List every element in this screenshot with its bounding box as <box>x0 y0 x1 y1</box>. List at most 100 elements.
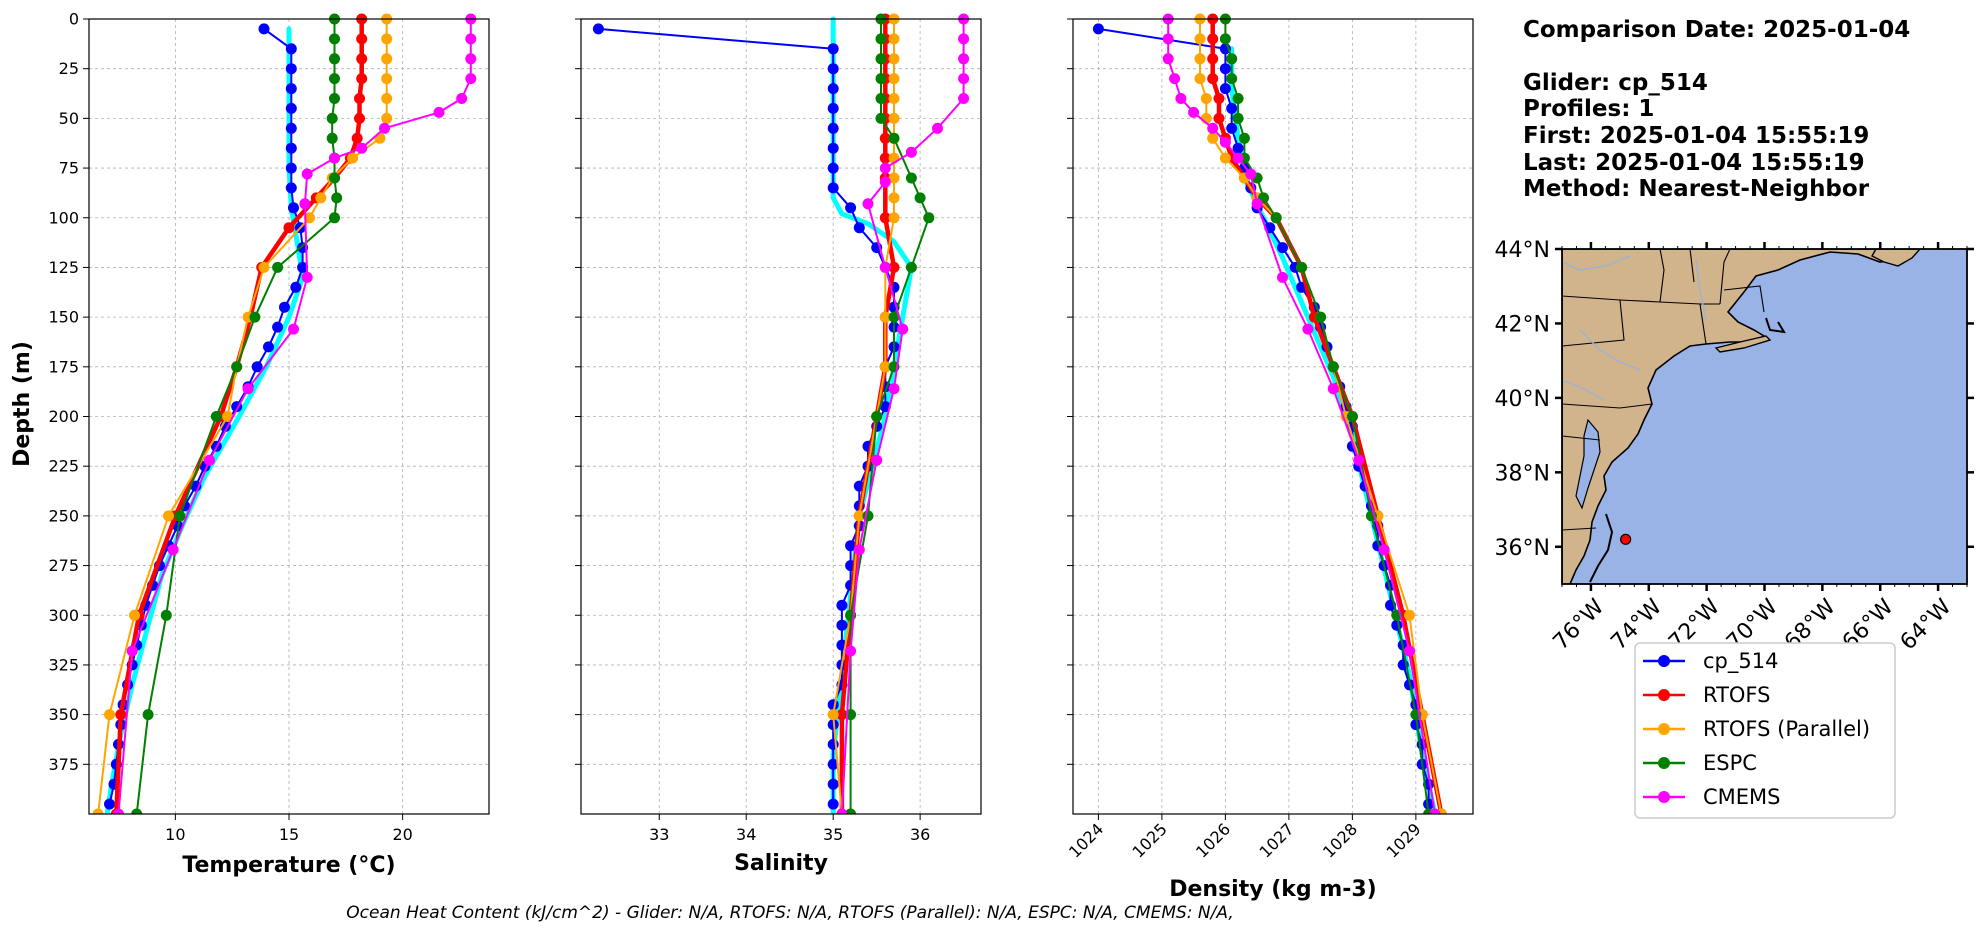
x-tick-label: 1026 <box>1192 819 1234 861</box>
data-point <box>1404 609 1415 621</box>
data-point <box>888 93 900 104</box>
data-point <box>879 361 891 373</box>
data-point <box>288 323 299 335</box>
data-point <box>827 758 839 770</box>
data-point <box>356 53 368 65</box>
data-point <box>875 93 887 104</box>
data-point <box>827 43 839 55</box>
data-point <box>1162 33 1174 45</box>
data-point <box>285 162 297 174</box>
data-point <box>290 281 302 293</box>
profile-count: Profiles: 1 <box>1523 96 1654 122</box>
data-point <box>827 709 839 721</box>
x-tick-label: 1025 <box>1128 819 1170 861</box>
data-point <box>1213 93 1225 104</box>
data-point <box>329 53 340 65</box>
data-point <box>1207 73 1219 85</box>
salinity-panel: 33 34 35 36 Salinity <box>575 13 982 876</box>
legend-item: cp_514 <box>1643 649 1778 674</box>
data-point <box>104 798 115 810</box>
data-point <box>113 808 124 814</box>
y-tick-label: 100 <box>48 208 79 227</box>
data-point <box>329 93 340 104</box>
data-point <box>1226 122 1238 134</box>
x-tick-label: 33 <box>649 825 669 844</box>
data-point <box>888 73 900 85</box>
data-point <box>456 93 468 104</box>
data-point <box>204 454 215 466</box>
data-point <box>283 222 295 234</box>
data-point <box>222 411 234 422</box>
lat-tick-label: 44°N <box>1495 238 1550 263</box>
data-point <box>888 383 900 395</box>
data-point <box>888 172 900 184</box>
legend-item: RTOFS <box>1643 683 1770 707</box>
data-point <box>853 544 865 556</box>
data-point <box>249 311 261 323</box>
data-point <box>1207 122 1219 134</box>
data-point <box>1327 383 1339 395</box>
y-tick-label: 175 <box>48 357 79 376</box>
data-point <box>836 619 848 631</box>
data-point <box>1188 106 1200 118</box>
data-point <box>288 202 299 214</box>
info-block: Comparison Date: 2025-01-04 Glider: cp_5… <box>1523 17 1910 202</box>
data-point <box>381 93 393 104</box>
data-point <box>315 192 327 204</box>
legend-item: CMEMS <box>1643 785 1781 809</box>
data-point <box>905 146 917 158</box>
data-point <box>356 142 368 154</box>
lat-tick-label: 38°N <box>1495 461 1550 486</box>
data-point <box>888 212 900 224</box>
data-point <box>827 102 839 114</box>
data-point <box>299 198 311 210</box>
data-point <box>845 645 857 657</box>
data-point <box>1226 73 1238 85</box>
legend-swatch-marker <box>1658 791 1670 803</box>
y-tick-label: 325 <box>48 655 79 674</box>
data-point <box>827 699 839 711</box>
data-point <box>1391 619 1403 631</box>
data-point <box>879 311 891 323</box>
data-point <box>381 112 393 124</box>
legend-swatch-marker <box>1658 757 1670 769</box>
map-outer-banks <box>1589 513 1614 583</box>
y-tick-label: 275 <box>48 556 79 575</box>
data-point <box>329 73 340 85</box>
data-point <box>827 63 839 75</box>
data-point <box>879 176 891 188</box>
data-point <box>1219 136 1231 148</box>
last-time: Last: 2025-01-04 15:55:19 <box>1523 150 1865 176</box>
data-point <box>285 122 297 134</box>
data-point <box>875 53 887 65</box>
legend-label: ESPC <box>1703 751 1757 775</box>
data-point <box>1277 271 1288 283</box>
legend-label: RTOFS (Parallel) <box>1703 717 1870 741</box>
data-point <box>1175 93 1187 104</box>
data-point <box>827 83 839 95</box>
data-point <box>1226 53 1238 65</box>
data-point <box>285 43 297 55</box>
data-point <box>879 152 891 164</box>
data-point <box>845 202 857 214</box>
data-point <box>326 112 338 124</box>
data-point <box>231 361 243 373</box>
map-nova-scotia <box>1871 249 1921 267</box>
data-point <box>1232 112 1244 124</box>
data-point <box>875 33 887 45</box>
data-point <box>827 182 839 194</box>
legend-box <box>1634 642 1896 819</box>
data-point <box>115 709 127 721</box>
data-point <box>879 162 891 174</box>
legend-label: cp_514 <box>1703 649 1778 674</box>
data-point <box>258 23 270 35</box>
data-point <box>1277 242 1288 254</box>
data-point <box>905 261 917 273</box>
data-point <box>958 93 970 104</box>
data-point <box>888 192 900 204</box>
data-point <box>836 808 848 814</box>
data-point <box>1346 411 1358 422</box>
map-bay <box>1575 418 1601 510</box>
profile-panels: 0 25 50 75 100 125 150 175 200 225 250 275 300 325 350… <box>48 10 1474 902</box>
